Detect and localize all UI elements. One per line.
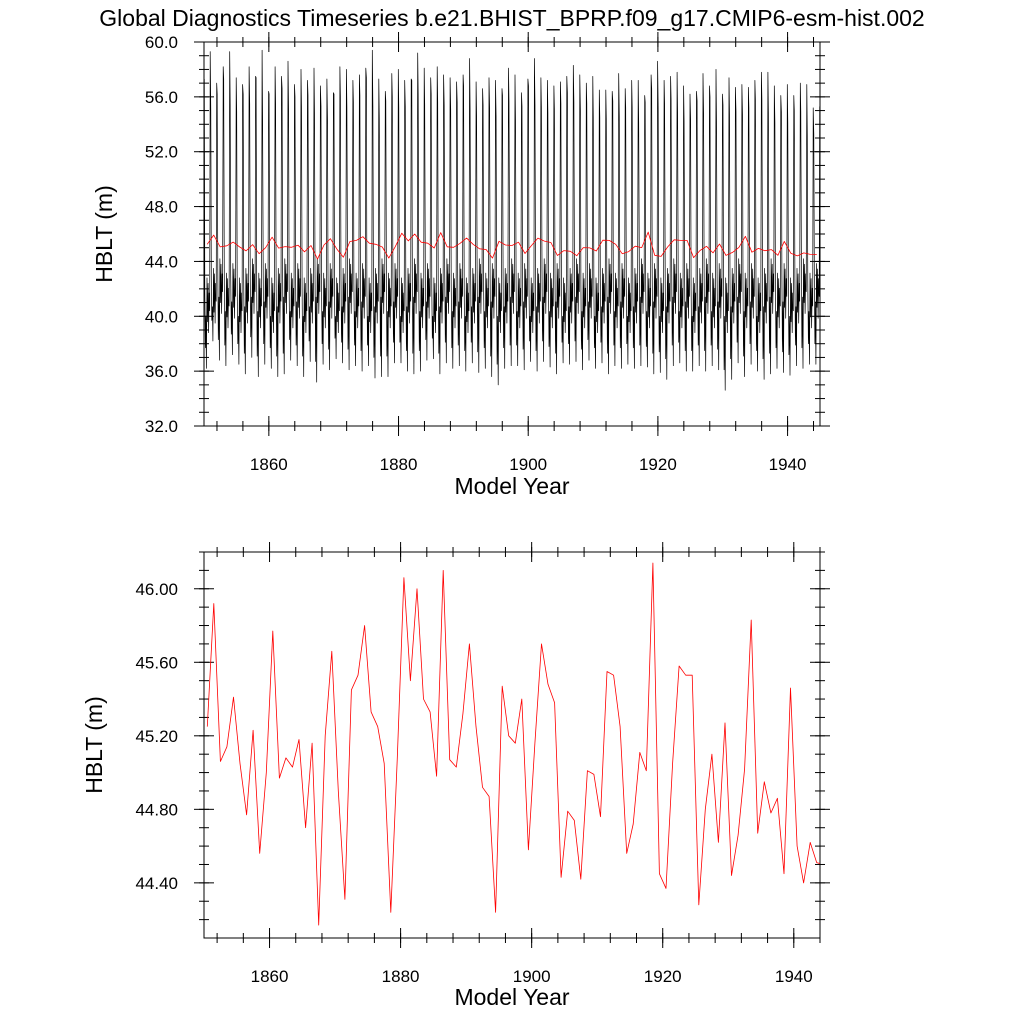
annual-mean-series-line <box>206 562 820 926</box>
top-major-ticks <box>194 32 830 436</box>
top-x-axis-label: Model Year <box>454 473 569 499</box>
x-tick-label: 1880 <box>380 455 418 474</box>
y-tick-label: 44.40 <box>135 874 178 893</box>
annual-mean-series-line <box>206 231 817 260</box>
y-tick-label: 48.0 <box>145 198 178 217</box>
plot-frame <box>203 551 821 939</box>
x-tick-label: 1940 <box>775 967 813 986</box>
y-tick-label: 36.0 <box>145 362 178 381</box>
chart-title: Global Diagnostics Timeseries b.e21.BHIS… <box>99 5 924 31</box>
top-tick-labels: 1860 1880 1900 1920 1940 32.0 36.0 40.0 44.0 48.0… <box>145 33 807 474</box>
x-tick-label: 1860 <box>250 455 288 474</box>
top-minor-ticks <box>199 37 825 431</box>
monthly-series-line <box>204 49 820 391</box>
y-tick-label: 45.20 <box>135 727 178 746</box>
x-tick-label: 1880 <box>382 967 420 986</box>
y-tick-label: 46.00 <box>135 580 178 599</box>
bottom-tick-labels: 1860 1880 1900 1920 1940 44.40 44.80 45.20 45.60… <box>135 580 812 986</box>
top-panel: 1860 1880 1900 1920 1940 32.0 36.0 40.0 44.0 48.0… <box>91 32 830 499</box>
y-tick-label: 44.80 <box>135 800 178 819</box>
y-tick-label: 60.0 <box>145 33 178 52</box>
bottom-minor-ticks <box>199 547 825 943</box>
y-tick-label: 32.0 <box>145 417 178 436</box>
x-tick-label: 1900 <box>513 967 551 986</box>
bottom-series <box>206 562 820 926</box>
bottom-panel: 1860 1880 1900 1920 1940 44.40 44.80 45.20 45.60… <box>81 542 830 1010</box>
plot-frame <box>203 41 821 427</box>
y-tick-label: 56.0 <box>145 88 178 107</box>
top-plot-frame <box>203 41 821 427</box>
y-tick-label: 45.60 <box>135 653 178 672</box>
y-tick-label: 44.0 <box>145 252 178 271</box>
top-y-axis-label: HBLT (m) <box>91 185 117 283</box>
x-tick-label: 1900 <box>509 455 547 474</box>
x-tick-label: 1860 <box>251 967 289 986</box>
bottom-x-axis-label: Model Year <box>454 984 569 1010</box>
bottom-y-axis-label: HBLT (m) <box>81 696 107 794</box>
bottom-plot-frame <box>203 551 821 939</box>
bottom-major-ticks <box>194 542 830 948</box>
y-tick-label: 40.0 <box>145 307 178 326</box>
y-tick-label: 52.0 <box>145 143 178 162</box>
x-tick-label: 1920 <box>644 967 682 986</box>
top-series <box>204 49 820 391</box>
x-tick-label: 1940 <box>769 455 807 474</box>
x-tick-label: 1920 <box>639 455 677 474</box>
